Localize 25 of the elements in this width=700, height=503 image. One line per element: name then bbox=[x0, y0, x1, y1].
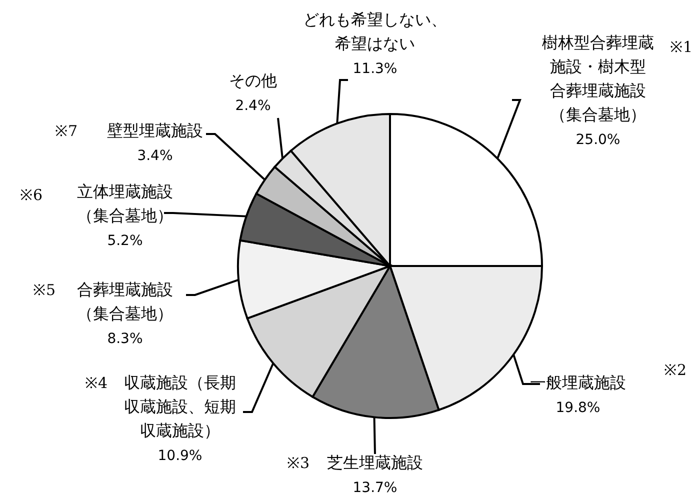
data-label: 10.9% bbox=[158, 448, 202, 464]
data-label: 11.3% bbox=[352, 61, 398, 77]
text: ※3 bbox=[287, 454, 310, 472]
data-label: 19.8% bbox=[556, 400, 600, 416]
text: ※7 bbox=[55, 122, 78, 140]
text: ※4 bbox=[85, 374, 108, 392]
slice-label: どれも希望しない、希望はない bbox=[303, 10, 447, 53]
slice-label: 樹林型合葬埋蔵施設・樹木型合葬埋蔵施設（集合墓地） bbox=[542, 33, 654, 124]
text: ※6 bbox=[20, 186, 43, 204]
text: ※5 bbox=[33, 281, 56, 299]
slice-label: 合葬埋蔵施設（集合墓地） bbox=[77, 280, 173, 323]
data-label: 8.3% bbox=[107, 331, 143, 347]
data-label: 3.4% bbox=[137, 148, 173, 164]
data-label: 2.4% bbox=[235, 98, 271, 114]
data-label: 13.7% bbox=[352, 480, 398, 496]
slice-label: その他 bbox=[229, 71, 277, 90]
text: ※1 bbox=[670, 38, 693, 56]
slice-label: 壁型埋蔵施設 bbox=[107, 121, 203, 140]
slice-label: 芝生埋蔵施設 bbox=[327, 453, 423, 472]
data-label: 25.0% bbox=[576, 132, 620, 148]
slice-label: 一般埋蔵施設 bbox=[530, 373, 626, 392]
text: ※2 bbox=[664, 361, 687, 379]
data-label: 5.2% bbox=[107, 233, 143, 249]
slice-label: 立体埋蔵施設（集合墓地） bbox=[77, 182, 173, 225]
slice-label: 収蔵施設（長期収蔵施設、短期収蔵施設） bbox=[124, 373, 236, 440]
